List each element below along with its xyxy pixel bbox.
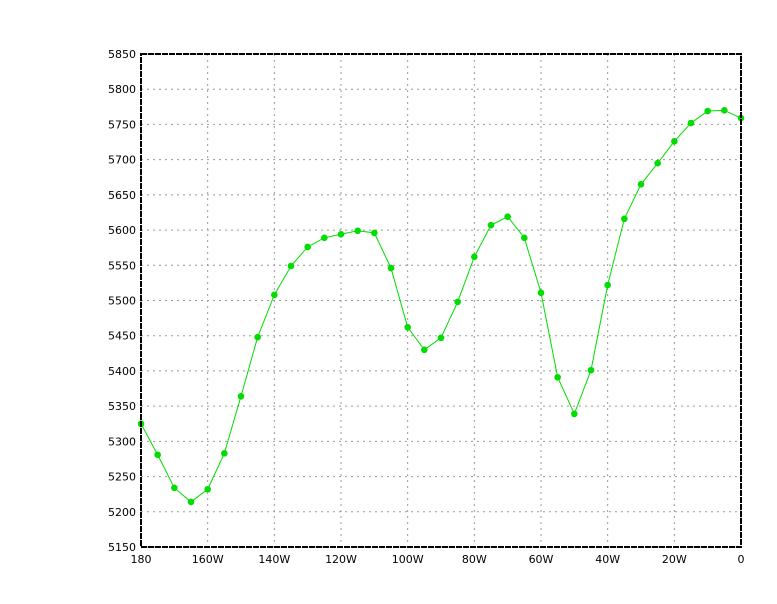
data-point xyxy=(721,107,728,114)
y-tick-label: 5750 xyxy=(108,118,136,131)
data-point xyxy=(387,264,395,272)
data-point xyxy=(337,230,345,238)
data-point xyxy=(437,334,445,342)
series-line xyxy=(140,109,742,503)
tick-labels: 5150 5200 5250 5300 5350 5400 5450 5500 5550 5600… xyxy=(108,48,745,566)
x-tick-label: 0 xyxy=(738,553,745,566)
y-tick-label: 5400 xyxy=(108,365,136,378)
data-point xyxy=(154,451,161,459)
y-tick-label: 5500 xyxy=(108,295,136,308)
data-point xyxy=(371,229,378,237)
data-point xyxy=(304,243,311,251)
y-tick-label: 5700 xyxy=(108,154,136,167)
x-tick-label: 140W xyxy=(258,553,290,566)
data-point xyxy=(204,485,211,493)
data-point xyxy=(171,484,178,492)
data-point xyxy=(421,346,428,354)
data-point xyxy=(521,234,528,242)
data-point xyxy=(637,180,645,188)
x-tick-label: 120W xyxy=(325,553,357,566)
data-point xyxy=(687,119,695,127)
data-point xyxy=(504,213,511,220)
data-point xyxy=(187,498,195,506)
plot-frame xyxy=(140,53,742,548)
y-tick-label: 5350 xyxy=(108,400,136,413)
data-point xyxy=(404,323,411,331)
y-tick-label: 5800 xyxy=(108,83,136,96)
y-tick-label: 5450 xyxy=(108,330,136,343)
data-point xyxy=(471,253,478,261)
y-tick-label: 5850 xyxy=(108,48,136,61)
x-tick-label: 80W xyxy=(462,553,487,566)
y-tick-label: 5550 xyxy=(108,259,136,272)
data-point xyxy=(354,227,361,235)
data-point xyxy=(321,234,328,242)
data-point xyxy=(454,298,461,306)
x-tick-label: 60W xyxy=(529,553,554,566)
y-tick-label: 5150 xyxy=(108,541,136,554)
data-point xyxy=(271,291,278,299)
grid xyxy=(140,53,742,548)
y-tick-label: 5200 xyxy=(108,506,136,519)
data-point xyxy=(654,159,661,167)
data-point xyxy=(737,114,745,122)
series xyxy=(137,107,745,506)
data-point xyxy=(571,410,578,418)
y-tick-label: 5300 xyxy=(108,435,136,448)
data-point xyxy=(287,262,295,270)
y-tick-label: 5250 xyxy=(108,471,136,484)
data-point xyxy=(621,215,628,223)
data-point xyxy=(604,281,611,289)
data-point xyxy=(487,221,495,229)
x-tick-label: 160W xyxy=(192,553,224,566)
x-tick-label: 180 xyxy=(131,553,152,566)
x-tick-label: 100W xyxy=(392,553,424,566)
x-tick-label: 40W xyxy=(595,553,620,566)
y-tick-label: 5650 xyxy=(108,189,136,202)
data-point xyxy=(237,392,245,400)
data-point xyxy=(554,373,561,381)
x-tick-label: 20W xyxy=(662,553,687,566)
y-tick-label: 5600 xyxy=(108,224,136,237)
data-point xyxy=(704,107,711,115)
data-point xyxy=(587,366,595,374)
data-point xyxy=(671,138,678,145)
data-point xyxy=(537,289,545,297)
data-point xyxy=(254,333,261,341)
data-point xyxy=(221,450,228,457)
